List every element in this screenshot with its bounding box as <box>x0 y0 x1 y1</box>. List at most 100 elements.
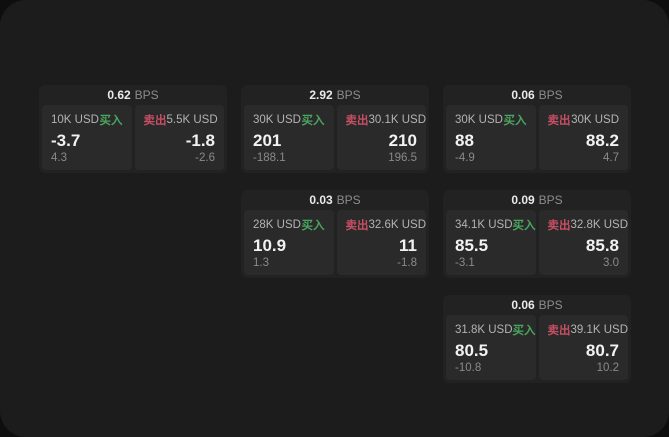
sell-amount: 32.6K USD <box>368 219 427 231</box>
card-body: 30K USD 买入 201 -188.1 卖出 30.1K USD 210 1… <box>241 105 429 173</box>
bps-unit-label: BPS <box>538 88 563 102</box>
buy-panel-top: 30K USD 买入 <box>455 112 527 128</box>
buy-panel-top: 34.1K USD 买入 <box>455 217 536 233</box>
sell-button[interactable]: 卖出 <box>345 115 369 127</box>
sell-panel-top: 卖出 30K USD <box>548 112 620 128</box>
sell-panel[interactable]: 卖出 30K USD 88.2 4.7 <box>538 105 628 170</box>
buy-button[interactable]: 买入 <box>301 115 325 127</box>
card-header: 0.62 BPS <box>39 85 227 105</box>
buy-amount: 28K USD <box>253 219 301 231</box>
bps-unit-label: BPS <box>336 88 361 102</box>
sell-delta: 10.2 <box>596 362 619 374</box>
buy-button[interactable]: 买入 <box>99 115 123 127</box>
bps-unit-label: BPS <box>336 193 361 207</box>
buy-delta: -3.1 <box>455 257 475 269</box>
card-header: 0.06 BPS <box>443 295 631 315</box>
sell-panel[interactable]: 卖出 32.8K USD 85.8 3.0 <box>538 210 629 275</box>
buy-panel[interactable]: 28K USD 买入 10.9 1.3 <box>244 210 334 275</box>
buy-button[interactable]: 买入 <box>512 325 536 337</box>
sell-delta: -2.6 <box>195 152 215 164</box>
sell-panel-top: 卖出 30.1K USD <box>345 112 427 128</box>
sell-panel[interactable]: 卖出 39.1K USD 80.7 10.2 <box>538 315 629 380</box>
sell-button[interactable]: 卖出 <box>345 220 369 232</box>
sell-amount: 39.1K USD <box>570 324 629 336</box>
card-body: 28K USD 买入 10.9 1.3 卖出 32.6K USD 11 -1.8 <box>241 210 429 278</box>
quote-card: 2.92 BPS 30K USD 买入 201 -188.1 卖出 30.1K … <box>241 85 429 173</box>
buy-panel[interactable]: 10K USD 买入 -3.7 4.3 <box>42 105 132 170</box>
sell-panel-top: 卖出 39.1K USD <box>547 322 629 338</box>
buy-delta: -10.8 <box>455 362 482 374</box>
card-body: 10K USD 买入 -3.7 4.3 卖出 5.5K USD -1.8 -2.… <box>39 105 227 173</box>
quote-card-grid: 0.62 BPS 10K USD 买入 -3.7 4.3 卖出 5.5K USD… <box>39 85 631 383</box>
buy-panel-top: 30K USD 买入 <box>253 112 325 128</box>
sell-price: 11 <box>399 235 417 255</box>
sell-panel[interactable]: 卖出 5.5K USD -1.8 -2.6 <box>134 105 224 170</box>
sell-delta: -1.8 <box>397 257 417 269</box>
buy-price: 80.5 <box>455 340 489 360</box>
buy-delta: 1.3 <box>253 257 269 269</box>
buy-panel[interactable]: 31.8K USD 买入 80.5 -10.8 <box>446 315 536 380</box>
buy-amount: 34.1K USD <box>455 219 513 231</box>
buy-panel[interactable]: 30K USD 买入 88 -4.9 <box>446 105 536 170</box>
quote-card: 0.03 BPS 28K USD 买入 10.9 1.3 卖出 32.6K US… <box>241 190 429 278</box>
card-body: 31.8K USD 买入 80.5 -10.8 卖出 39.1K USD 80.… <box>443 315 631 383</box>
buy-button[interactable]: 买入 <box>512 220 536 232</box>
buy-delta: -188.1 <box>253 152 286 164</box>
sell-amount: 30.1K USD <box>368 114 427 126</box>
bps-unit-label: BPS <box>134 88 159 102</box>
card-header: 0.03 BPS <box>241 190 429 210</box>
buy-panel-top: 31.8K USD 买入 <box>455 322 536 338</box>
quote-card: 0.06 BPS 31.8K USD 买入 80.5 -10.8 卖出 39.1… <box>443 295 631 383</box>
sell-amount: 5.5K USD <box>166 114 218 126</box>
sell-price: 88.2 <box>585 130 619 150</box>
sell-price: 80.7 <box>585 340 619 360</box>
buy-button[interactable]: 买入 <box>301 220 325 232</box>
bps-value: 0.09 <box>511 193 535 207</box>
sell-panel[interactable]: 卖出 30.1K USD 210 196.5 <box>336 105 427 170</box>
card-header: 0.06 BPS <box>443 85 631 105</box>
buy-panel[interactable]: 30K USD 买入 201 -188.1 <box>244 105 334 170</box>
sell-amount: 30K USD <box>571 114 619 126</box>
bps-value: 2.92 <box>309 88 333 102</box>
buy-price: -3.7 <box>51 130 81 150</box>
buy-amount: 30K USD <box>455 114 503 126</box>
sell-button[interactable]: 卖出 <box>143 115 167 127</box>
sell-delta: 4.7 <box>603 152 619 164</box>
sell-panel-top: 卖出 32.6K USD <box>345 217 427 233</box>
card-header: 0.09 BPS <box>443 190 631 210</box>
bps-unit-label: BPS <box>538 193 563 207</box>
buy-price: 88 <box>455 130 474 150</box>
quote-card: 0.09 BPS 34.1K USD 买入 85.5 -3.1 卖出 32.8K… <box>443 190 631 278</box>
bps-value: 0.06 <box>511 88 535 102</box>
card-body: 34.1K USD 买入 85.5 -3.1 卖出 32.8K USD 85.8… <box>443 210 631 278</box>
sell-panel-top: 卖出 5.5K USD <box>143 112 218 128</box>
buy-panel[interactable]: 34.1K USD 买入 85.5 -3.1 <box>446 210 536 275</box>
sell-button[interactable]: 卖出 <box>547 115 571 127</box>
bps-value: 0.62 <box>107 88 131 102</box>
quote-card: 0.06 BPS 30K USD 买入 88 -4.9 卖出 30K USD 8… <box>443 85 631 173</box>
bps-value: 0.03 <box>309 193 333 207</box>
buy-panel-top: 28K USD 买入 <box>253 217 325 233</box>
sell-price: 85.8 <box>585 235 619 255</box>
sell-delta: 196.5 <box>388 152 417 164</box>
buy-panel-top: 10K USD 买入 <box>51 112 123 128</box>
sell-amount: 32.8K USD <box>570 219 629 231</box>
sell-panel[interactable]: 卖出 32.6K USD 11 -1.8 <box>336 210 427 275</box>
buy-price: 85.5 <box>455 235 489 255</box>
sell-button[interactable]: 卖出 <box>547 325 571 337</box>
sell-delta: 3.0 <box>603 257 619 269</box>
buy-amount: 31.8K USD <box>455 324 513 336</box>
sell-price: 210 <box>388 130 417 150</box>
buy-amount: 30K USD <box>253 114 301 126</box>
buy-price: 10.9 <box>253 235 287 255</box>
sell-panel-top: 卖出 32.8K USD <box>547 217 629 233</box>
buy-delta: 4.3 <box>51 152 67 164</box>
buy-delta: -4.9 <box>455 152 475 164</box>
sell-button[interactable]: 卖出 <box>547 220 571 232</box>
sell-price: -1.8 <box>185 130 215 150</box>
buy-amount: 10K USD <box>51 114 99 126</box>
buy-button[interactable]: 买入 <box>503 115 527 127</box>
quote-card: 0.62 BPS 10K USD 买入 -3.7 4.3 卖出 5.5K USD… <box>39 85 227 173</box>
bps-value: 0.06 <box>511 298 535 312</box>
